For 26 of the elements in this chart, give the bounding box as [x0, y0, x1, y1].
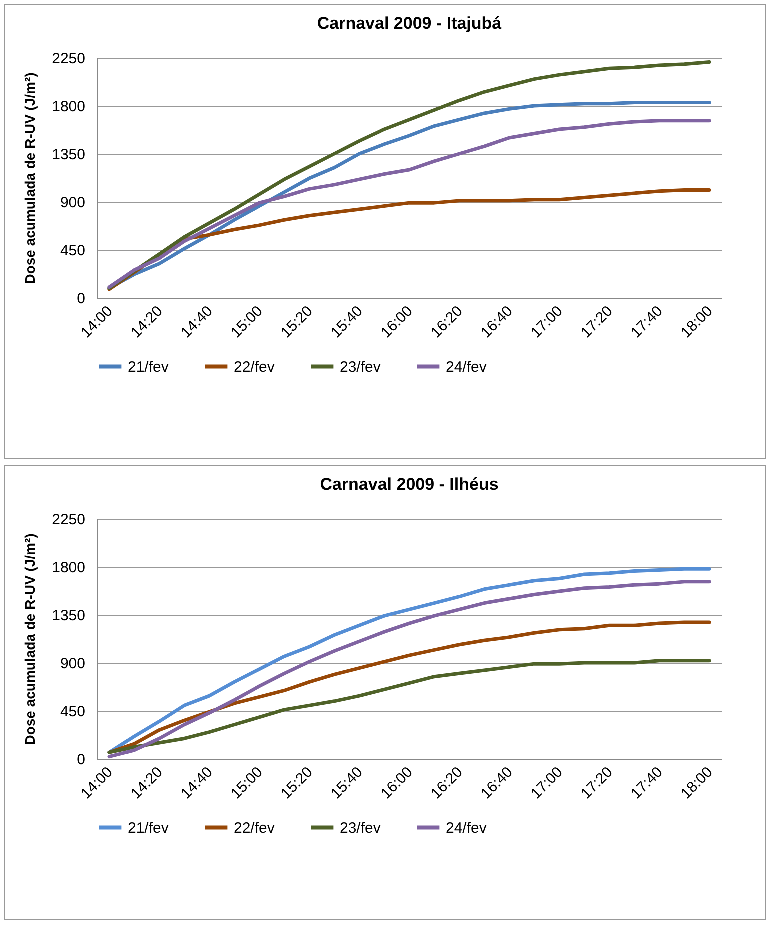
y-tick-label: 450	[60, 704, 86, 720]
y-tick-label: 1350	[52, 608, 86, 624]
chart-title: Carnaval 2009 - Itajubá	[317, 14, 502, 33]
line-series	[108, 659, 712, 754]
legend-label: 22/fev	[234, 820, 276, 837]
y-tick-label: 1350	[52, 146, 86, 164]
y-tick-label: 450	[60, 242, 86, 260]
y-tick-label: 2250	[52, 512, 86, 528]
legend-label: 21/fev	[128, 820, 170, 837]
y-tick-label: 2250	[52, 50, 86, 68]
y-tick-label: 0	[77, 752, 86, 768]
y-tick-label: 1800	[52, 560, 86, 576]
legend-label: 23/fev	[340, 358, 382, 376]
y-tick-label: 900	[60, 194, 86, 212]
y-tick-label: 0	[77, 290, 86, 308]
line-series	[108, 60, 712, 290]
y-tick-label: 900	[60, 656, 86, 672]
legend-label: 22/fev	[234, 358, 276, 376]
y-axis-title: Dose acumulada de R-UV (J/m²)	[22, 534, 38, 746]
legend-label: 24/fev	[446, 820, 488, 837]
legend-label: 24/fev	[446, 358, 488, 376]
legend-label: 23/fev	[340, 820, 382, 837]
y-tick-label: 1800	[52, 98, 86, 116]
chart-title: Carnaval 2009 - Ilhéus	[320, 475, 499, 494]
legend-label: 21/fev	[128, 358, 170, 376]
y-axis-title: Dose acumulada de R-UV (J/m²)	[22, 72, 38, 284]
